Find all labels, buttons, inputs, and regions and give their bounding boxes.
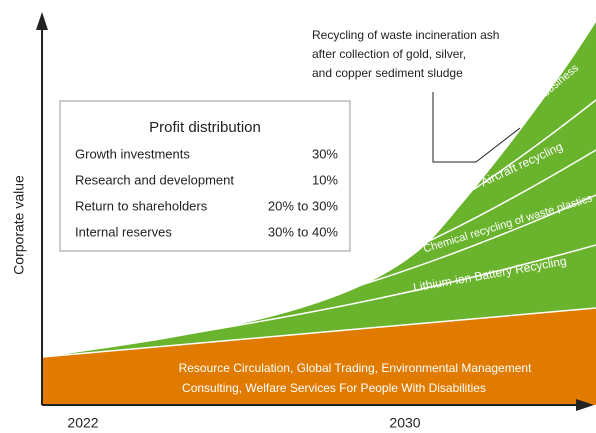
x-arrow (576, 399, 594, 411)
annotation: after collection of gold, silver, (312, 47, 466, 61)
profit-box (59, 100, 351, 252)
row-value: 30% (312, 146, 338, 161)
row-value: 30% to 40% (268, 224, 339, 239)
growth-area (42, 22, 596, 357)
y-axis-label: Corporate value (11, 175, 27, 275)
row-label: Return to shareholders (75, 198, 208, 213)
leader-line (432, 92, 521, 163)
annotation: Recycling of waste incineration ash (312, 28, 499, 42)
x-start-label: 2022 (67, 415, 98, 431)
table-title: Profit distribution (149, 119, 261, 136)
row-value: 10% (312, 172, 338, 187)
x-end-label: 2030 (389, 415, 420, 431)
base-area (42, 308, 596, 405)
row-label: Internal reserves (75, 224, 172, 239)
layer-lines (41, 99, 596, 358)
y-arrow (36, 12, 48, 30)
row-value: 20% to 30% (268, 198, 339, 213)
annotation: and copper sediment sludge (312, 66, 463, 80)
row-label: Research and development (75, 172, 234, 187)
base-label: Resource Circulation, Global Trading, En… (179, 361, 533, 375)
row-label: Growth investments (75, 146, 190, 161)
base-label: Consulting, Welfare Services For People … (182, 381, 486, 395)
